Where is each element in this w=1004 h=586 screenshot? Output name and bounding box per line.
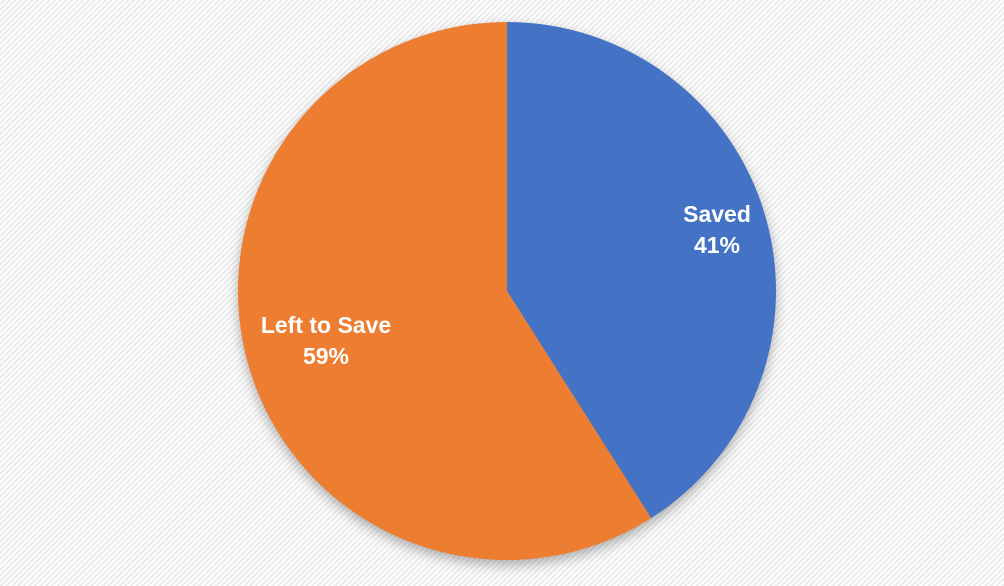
pie-slice-left-to-save[interactable] <box>237 21 652 560</box>
pie-slice-saved[interactable] <box>507 22 776 519</box>
